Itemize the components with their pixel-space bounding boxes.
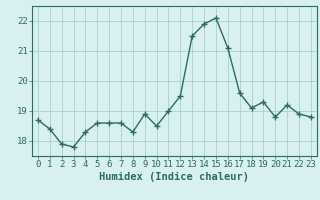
- X-axis label: Humidex (Indice chaleur): Humidex (Indice chaleur): [100, 172, 249, 182]
